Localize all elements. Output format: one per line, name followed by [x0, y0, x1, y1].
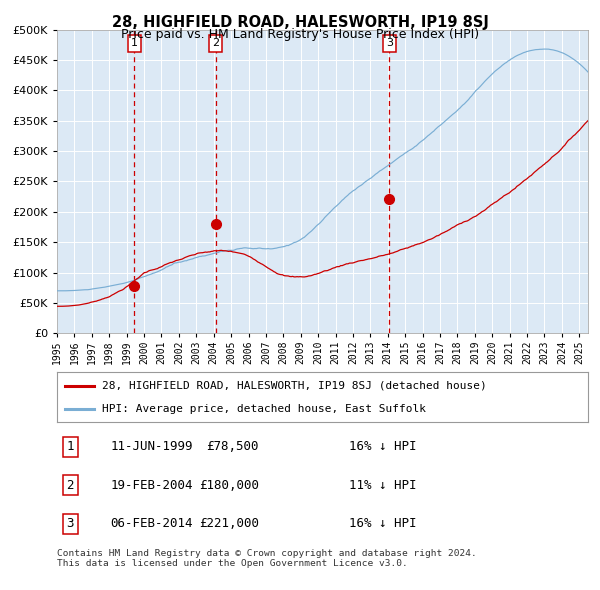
Text: 1: 1 — [131, 38, 138, 48]
Text: 16% ↓ HPI: 16% ↓ HPI — [349, 440, 416, 453]
Text: 11-JUN-1999: 11-JUN-1999 — [110, 440, 193, 453]
Text: 28, HIGHFIELD ROAD, HALESWORTH, IP19 8SJ: 28, HIGHFIELD ROAD, HALESWORTH, IP19 8SJ — [112, 15, 488, 30]
Text: 16% ↓ HPI: 16% ↓ HPI — [349, 517, 416, 530]
Text: 19-FEB-2004: 19-FEB-2004 — [110, 478, 193, 492]
Text: 3: 3 — [386, 38, 393, 48]
Text: 2: 2 — [212, 38, 220, 48]
Text: 06-FEB-2014: 06-FEB-2014 — [110, 517, 193, 530]
Text: Contains HM Land Registry data © Crown copyright and database right 2024.
This d: Contains HM Land Registry data © Crown c… — [57, 549, 477, 568]
Text: £180,000: £180,000 — [199, 478, 259, 492]
Text: Price paid vs. HM Land Registry's House Price Index (HPI): Price paid vs. HM Land Registry's House … — [121, 28, 479, 41]
Text: 28, HIGHFIELD ROAD, HALESWORTH, IP19 8SJ (detached house): 28, HIGHFIELD ROAD, HALESWORTH, IP19 8SJ… — [102, 381, 487, 391]
Text: 1: 1 — [67, 440, 74, 453]
Text: £221,000: £221,000 — [199, 517, 259, 530]
Text: £78,500: £78,500 — [206, 440, 259, 453]
Text: 3: 3 — [67, 517, 74, 530]
Text: 11% ↓ HPI: 11% ↓ HPI — [349, 478, 416, 492]
Text: HPI: Average price, detached house, East Suffolk: HPI: Average price, detached house, East… — [102, 404, 426, 414]
Text: 2: 2 — [67, 478, 74, 492]
